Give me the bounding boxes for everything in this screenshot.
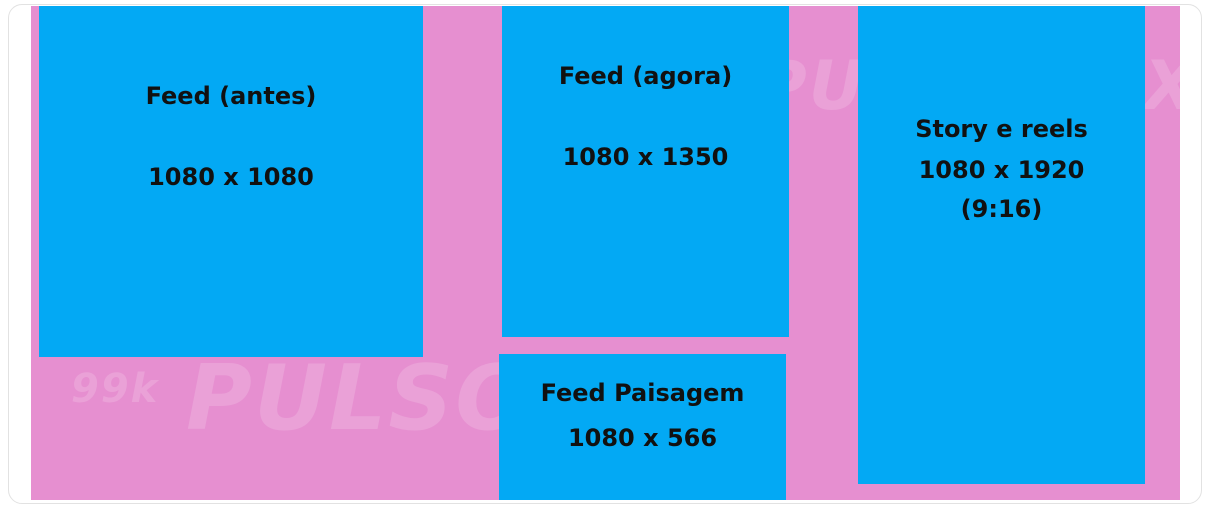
box-label: 1080 x 1920: [918, 156, 1085, 184]
box-label: Feed Paisagem: [540, 379, 745, 407]
size-box: Story e reels 1080 x 1920 (9:16): [858, 6, 1145, 484]
box-label: (9:16): [960, 195, 1043, 223]
canvas-area: 99kPULSOMAX99kPULSOMAXFeed (antes)1080 x…: [31, 6, 1180, 500]
box-label: Feed (antes): [145, 82, 317, 110]
box-label: Story e reels: [915, 115, 1088, 143]
box-label: 1080 x 1350: [562, 143, 729, 171]
size-box: Feed (antes) 1080 x 1080: [39, 6, 423, 357]
box-label: Feed (agora): [558, 62, 733, 90]
box-label: 1080 x 566: [567, 424, 718, 452]
box-label: 1080 x 1080: [148, 163, 314, 191]
size-box: Feed Paisagem 1080 x 566: [499, 354, 786, 500]
size-box: Feed (agora) 1080 x 1350: [502, 6, 789, 337]
watermark-badge: 99k: [71, 366, 160, 412]
